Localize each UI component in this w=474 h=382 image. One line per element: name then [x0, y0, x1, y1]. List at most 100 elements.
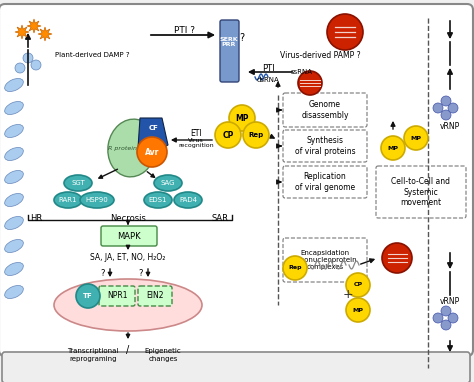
Text: MP: MP [410, 136, 421, 141]
Text: SA, JA, ET, NO, H₂O₂: SA, JA, ET, NO, H₂O₂ [91, 254, 166, 262]
Text: Encapsidation
Ribonucleoprotein
complexes: Encapsidation Ribonucleoprotein complexe… [293, 250, 357, 270]
Text: MAPK: MAPK [117, 231, 141, 241]
Text: SAG: SAG [161, 180, 175, 186]
Text: Necrosis: Necrosis [110, 214, 146, 222]
Circle shape [15, 63, 25, 73]
Ellipse shape [5, 125, 23, 138]
Circle shape [283, 256, 307, 280]
Text: Rep: Rep [288, 265, 302, 270]
Ellipse shape [5, 217, 23, 230]
FancyBboxPatch shape [101, 226, 157, 246]
Text: Plant-derived DAMP ?: Plant-derived DAMP ? [55, 52, 129, 58]
Text: ?: ? [239, 33, 245, 43]
Circle shape [404, 126, 428, 150]
Ellipse shape [54, 279, 202, 331]
FancyBboxPatch shape [283, 238, 367, 282]
Text: EIN2: EIN2 [146, 291, 164, 301]
Circle shape [229, 105, 255, 131]
Text: SERK
PRR: SERK PRR [219, 37, 238, 47]
Circle shape [441, 320, 451, 330]
Text: SGT: SGT [71, 180, 85, 186]
Text: Avr: Avr [145, 147, 159, 157]
FancyBboxPatch shape [283, 93, 367, 127]
Circle shape [327, 14, 363, 50]
Ellipse shape [144, 192, 172, 208]
Circle shape [298, 71, 322, 95]
Ellipse shape [5, 240, 23, 253]
Text: RAR1: RAR1 [59, 197, 77, 203]
Ellipse shape [80, 192, 114, 208]
Text: Virus-derived PAMP ?: Virus-derived PAMP ? [280, 50, 360, 60]
Polygon shape [27, 19, 41, 33]
Text: NPR1: NPR1 [107, 291, 127, 301]
Text: ssRNA: ssRNA [291, 69, 313, 75]
Ellipse shape [5, 285, 23, 299]
Text: Transcriptional
reprograming: Transcriptional reprograming [67, 348, 118, 361]
Text: CF: CF [149, 125, 159, 131]
Circle shape [137, 137, 167, 167]
Text: Replication
of viral genome: Replication of viral genome [295, 172, 355, 192]
Ellipse shape [5, 170, 23, 183]
Text: MP: MP [235, 113, 249, 123]
FancyBboxPatch shape [220, 20, 239, 82]
Circle shape [441, 306, 451, 316]
Text: Rep: Rep [248, 132, 264, 138]
Text: MP: MP [353, 308, 364, 312]
Text: +: + [343, 288, 353, 301]
Text: HR: HR [30, 214, 42, 222]
Circle shape [433, 103, 443, 113]
Text: R protein: R protein [108, 146, 137, 151]
Circle shape [215, 122, 241, 148]
Ellipse shape [108, 119, 156, 177]
Text: MP: MP [388, 146, 399, 151]
Text: ETI: ETI [190, 128, 202, 138]
Circle shape [31, 60, 41, 70]
FancyBboxPatch shape [0, 4, 473, 356]
Text: /: / [127, 345, 129, 355]
Text: Synthesis
of viral proteins: Synthesis of viral proteins [295, 136, 356, 156]
Text: PTI: PTI [262, 63, 274, 73]
Ellipse shape [54, 192, 82, 208]
Circle shape [448, 103, 458, 113]
Text: PTI ?: PTI ? [174, 26, 195, 34]
FancyBboxPatch shape [376, 166, 466, 218]
Polygon shape [15, 25, 29, 39]
Ellipse shape [154, 175, 182, 191]
Circle shape [381, 136, 405, 160]
FancyBboxPatch shape [99, 286, 135, 306]
FancyBboxPatch shape [283, 130, 367, 162]
Text: CP: CP [354, 283, 363, 288]
Text: Epigenetic
changes: Epigenetic changes [145, 348, 182, 361]
Circle shape [433, 313, 443, 323]
Circle shape [448, 313, 458, 323]
Text: TF: TF [83, 293, 93, 299]
Ellipse shape [5, 147, 23, 160]
Circle shape [346, 298, 370, 322]
Text: SAR: SAR [211, 214, 228, 222]
Polygon shape [38, 27, 52, 41]
FancyBboxPatch shape [2, 352, 470, 382]
Circle shape [382, 243, 412, 273]
Polygon shape [138, 118, 168, 158]
FancyBboxPatch shape [283, 166, 367, 198]
Circle shape [346, 273, 370, 297]
Circle shape [243, 122, 269, 148]
Circle shape [441, 110, 451, 120]
Text: Genome
disassembly: Genome disassembly [301, 100, 349, 120]
Text: EDS1: EDS1 [149, 197, 167, 203]
Text: Cell-to-Cell and
Systemic
movement: Cell-to-Cell and Systemic movement [392, 177, 450, 207]
FancyBboxPatch shape [138, 286, 172, 306]
Ellipse shape [174, 192, 202, 208]
Circle shape [23, 53, 33, 63]
Text: vRNP: vRNP [440, 298, 460, 306]
Ellipse shape [5, 262, 23, 275]
Text: HSP90: HSP90 [86, 197, 109, 203]
Circle shape [76, 284, 100, 308]
Ellipse shape [64, 175, 92, 191]
Text: vRNP: vRNP [440, 121, 460, 131]
Ellipse shape [5, 78, 23, 92]
Text: CP: CP [222, 131, 234, 139]
Ellipse shape [5, 193, 23, 207]
Text: Virus
recognition: Virus recognition [178, 138, 214, 148]
Ellipse shape [5, 102, 23, 115]
